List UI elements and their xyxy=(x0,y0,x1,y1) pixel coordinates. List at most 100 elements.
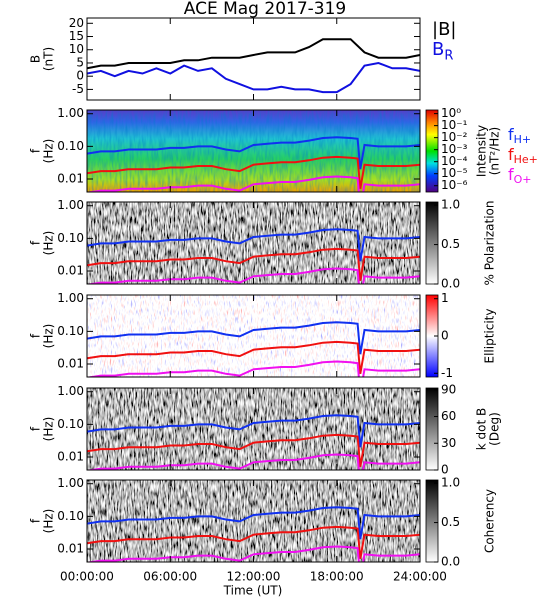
y-axis-label: f xyxy=(29,426,43,431)
series-line xyxy=(87,545,420,562)
colorbar-tick-label: 10⁻¹ xyxy=(441,118,468,132)
legend-subscript: He+ xyxy=(514,153,538,166)
colorbar xyxy=(425,479,439,563)
colorbar-label: Intensity xyxy=(475,125,489,177)
series-line xyxy=(87,340,420,374)
series-line xyxy=(87,175,420,192)
series-line xyxy=(87,321,420,355)
colorbar-tick-label: 0.5 xyxy=(441,515,460,529)
legend-entry: fHe+ xyxy=(508,145,538,166)
title: ACE Mag 2017-319 xyxy=(184,0,346,19)
x-tick-label: 12:00:00 xyxy=(227,570,281,584)
y-axis-label: B xyxy=(29,55,43,63)
legend-name: f xyxy=(508,125,514,144)
y-tick-label: 0.01 xyxy=(57,264,84,278)
y-tick-label: 0.10 xyxy=(57,417,84,431)
colorbar-tick-label: 0.0 xyxy=(441,555,460,569)
colorbar-unit: (Deg) xyxy=(488,412,502,446)
y-tick-label: 5 xyxy=(76,55,84,69)
y-axis-unit: (nT) xyxy=(42,47,56,71)
y-axis-unit: (Hz) xyxy=(42,417,56,442)
y-tick-label: 0.01 xyxy=(57,357,84,371)
legend-entry: fH+ xyxy=(508,125,531,146)
series-line xyxy=(87,360,420,377)
series-line xyxy=(87,267,420,284)
colorbar-tick-label: 10⁰ xyxy=(441,106,461,120)
legend-entry: BR xyxy=(432,39,453,63)
colorbar-tick-label: 0.5 xyxy=(441,237,460,251)
spectrogram-texture xyxy=(87,110,420,192)
colorbar-tick-label: 10⁻² xyxy=(441,130,468,144)
legend-entry: |B| xyxy=(432,19,456,40)
y-tick-label: 1.00 xyxy=(57,198,84,212)
colorbar-label: Coherency xyxy=(483,489,497,553)
series-line xyxy=(87,136,420,170)
colorbar-tick-label: 10⁻³ xyxy=(441,142,468,156)
x-tick-label: 18:00:00 xyxy=(310,570,364,584)
series-line xyxy=(87,228,420,262)
series-line xyxy=(87,433,420,467)
colorbar-tick-label: 0.0 xyxy=(441,277,460,291)
spectrogram-image xyxy=(87,202,420,284)
legend-name: f xyxy=(508,145,514,164)
legend-name: B xyxy=(432,39,444,60)
colorbar-tick-label: 1.0 xyxy=(441,476,460,490)
y-tick-label: 1.00 xyxy=(57,384,84,398)
colorbar-tick-label: 0 xyxy=(441,463,449,477)
x-tick-label: 00:00:00 xyxy=(60,570,114,584)
x-axis-title: Time (UT) xyxy=(223,584,283,598)
legend-entry: fO+ xyxy=(508,165,532,186)
series-line xyxy=(87,38,420,70)
x-tick-label: 24:00:00 xyxy=(393,570,447,584)
y-tick-label: 1.00 xyxy=(57,476,84,490)
colorbar-tick-label: 10⁻⁵ xyxy=(441,166,468,180)
y-tick-label: 15 xyxy=(69,29,84,43)
y-tick-label: 20 xyxy=(69,16,84,30)
colorbar-label: Ellipticity xyxy=(483,309,497,364)
legend-subscript: O+ xyxy=(514,173,532,186)
colorbar-tick-label: 1.0 xyxy=(441,198,460,212)
legend-name: f xyxy=(508,165,514,184)
legend-subscript: R xyxy=(444,48,453,63)
series-line xyxy=(87,506,420,540)
y-axis-unit: (Hz) xyxy=(42,139,56,164)
y-tick-label: 0.10 xyxy=(57,324,84,338)
y-tick-label: 0.10 xyxy=(57,231,84,245)
legend-name: |B| xyxy=(432,19,456,40)
y-axis-label: f xyxy=(29,240,43,245)
colorbar xyxy=(425,201,439,285)
colorbar-tick-label: 10⁻⁴ xyxy=(441,154,468,168)
colorbar-tick-label: -1 xyxy=(441,366,453,380)
series-line xyxy=(87,61,420,94)
y-tick-label: 0.10 xyxy=(57,139,84,153)
y-axis-label: f xyxy=(29,148,43,153)
spectrogram-image xyxy=(87,480,420,562)
colorbar-tick-label: 10⁻⁶ xyxy=(441,178,468,192)
series-line xyxy=(87,155,420,189)
colorbar-tick-label: 90 xyxy=(441,382,456,396)
plot-frame xyxy=(87,18,420,100)
y-tick-label: 0 xyxy=(76,69,84,83)
y-tick-label: 0.01 xyxy=(57,450,84,464)
y-axis-label: f xyxy=(29,518,43,523)
colorbar-label: % Polarization xyxy=(483,201,497,286)
series-line xyxy=(87,525,420,559)
spectrogram-image xyxy=(87,295,420,377)
y-tick-label: 0.01 xyxy=(57,172,84,186)
y-axis-unit: (Hz) xyxy=(42,231,56,256)
legend-subscript: H+ xyxy=(514,133,532,146)
y-tick-label: 1.00 xyxy=(57,291,84,305)
series-line xyxy=(87,414,420,448)
series-line xyxy=(87,247,420,281)
y-axis-unit: (Hz) xyxy=(42,324,56,349)
colorbar xyxy=(425,387,439,471)
colorbar-tick-label: 0 xyxy=(441,329,449,343)
y-tick-label: 10 xyxy=(69,42,84,56)
colorbar xyxy=(425,109,439,193)
colorbar-tick-label: 30 xyxy=(441,436,456,450)
series-line xyxy=(87,453,420,470)
colorbar-label: k dot B xyxy=(475,408,489,450)
y-tick-label: -5 xyxy=(72,82,84,96)
x-tick-label: 06:00:00 xyxy=(143,570,197,584)
